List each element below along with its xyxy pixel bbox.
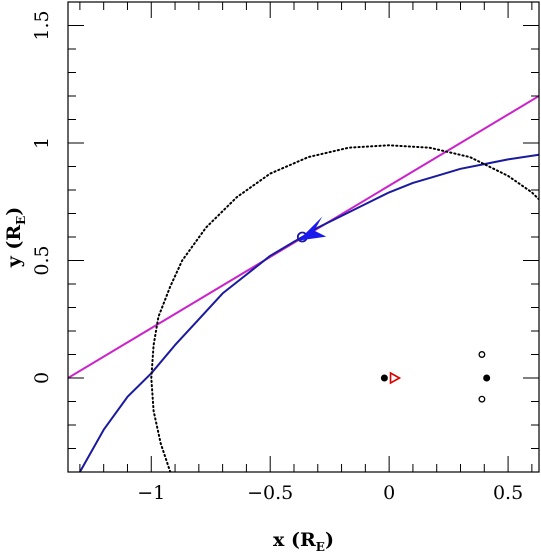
y-tick-label: 1.5 <box>31 10 53 40</box>
x-tick-label: 0 <box>383 482 395 504</box>
y-axis-label-close: ) <box>3 207 25 216</box>
direction-triangle <box>389 371 402 385</box>
x-tick-label: −0.5 <box>247 482 293 504</box>
x-tick-label: 0.5 <box>493 482 523 504</box>
x-axis-label-sub: E <box>316 540 325 554</box>
direction-arrow <box>298 216 327 241</box>
satellite-marker <box>478 351 486 358</box>
plot-content <box>68 95 539 472</box>
x-axis-label-main: x (R <box>273 529 316 551</box>
y-tick-label: 0.5 <box>31 245 53 275</box>
x-tick-label: −1 <box>137 482 165 504</box>
tick-labels: −1 −0.5 0 0.5 0 0.5 1 1.5 <box>31 10 523 504</box>
y-tick-label: 0 <box>31 372 53 384</box>
y-axis-label-sub: E <box>14 216 28 225</box>
y-axis-label: y (RE) <box>3 207 28 269</box>
axis-ticks <box>68 1 539 473</box>
blue-curve <box>79 153 539 472</box>
body-marker <box>380 374 388 382</box>
y-axis-label-main: y (R <box>3 225 25 269</box>
x-axis-label-close: ) <box>325 529 334 551</box>
satellite-marker <box>478 395 486 403</box>
x-axis-label: x (RE) <box>273 529 334 554</box>
body-marker <box>483 374 491 382</box>
dotted-circle <box>150 144 539 472</box>
y-tick-label: 1 <box>31 137 53 149</box>
